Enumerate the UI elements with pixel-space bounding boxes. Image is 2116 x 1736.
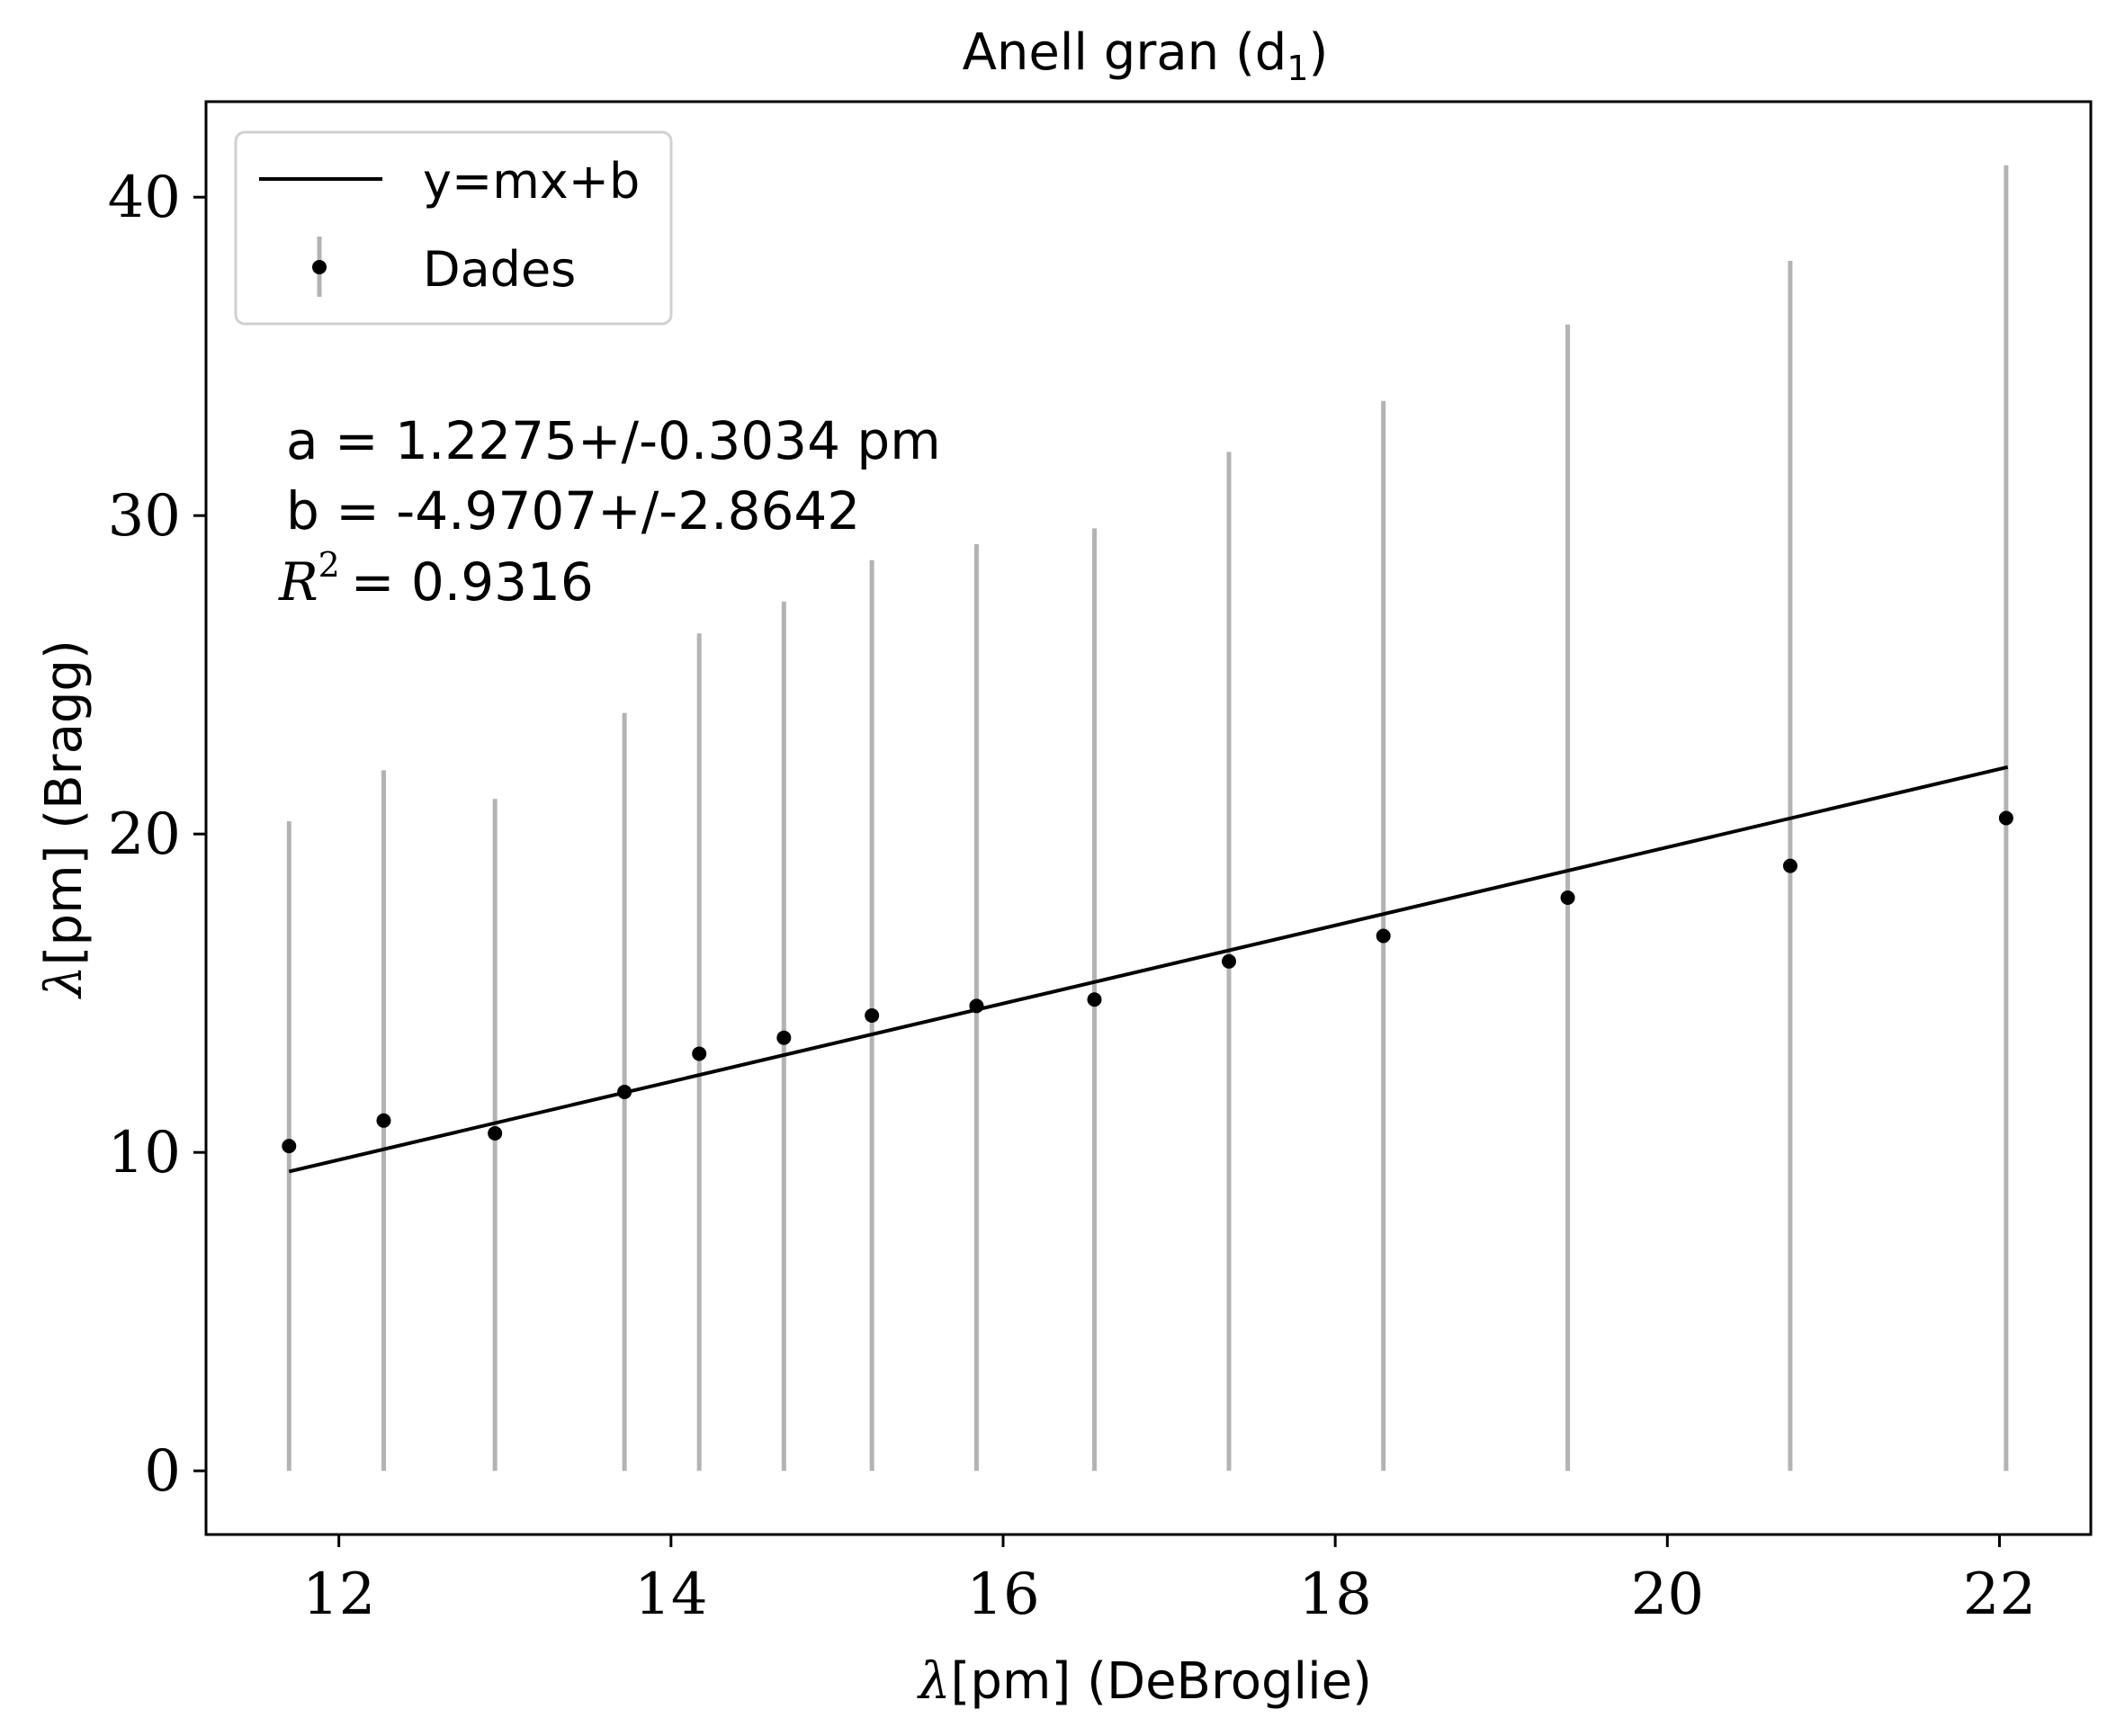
y-axis-title: λ[pm] (Bragg): [35, 640, 94, 999]
chart-title: Anell gran (d1): [963, 23, 1329, 88]
data-point: [776, 1030, 792, 1045]
annotation-r2-symbol: R: [278, 551, 318, 613]
annotation-a: a = 1.2275+/-0.3034 pm: [286, 410, 941, 471]
y-ticks: 0 10 20 30 40: [108, 165, 206, 1505]
data-point: [1222, 953, 1237, 969]
x-axis-title-text: [pm] (DeBroglie): [951, 1652, 1372, 1711]
data-points: [282, 810, 2013, 1154]
y-axis-title-text: [pm] (Bragg): [35, 640, 94, 965]
x-ticks: 12 14 16 18 20 22: [302, 1535, 2036, 1628]
y-tick-label: 40: [108, 165, 181, 231]
data-point: [1560, 890, 1575, 905]
fit-line: [288, 765, 2009, 1174]
x-tick-label: 18: [1298, 1562, 1371, 1628]
axes-frame: [204, 100, 2093, 1536]
y-tick-label: 30: [108, 483, 181, 550]
annotation-r2-value: = 0.9316: [351, 551, 594, 613]
legend-data-label: Dades: [423, 241, 576, 298]
x-tick-label: 16: [966, 1562, 1039, 1628]
x-tick-label: 14: [634, 1562, 707, 1628]
y-tick-label: 10: [108, 1120, 181, 1186]
y-axis-title-symbol: λ: [35, 965, 94, 999]
annotation-b: b = -4.9707+/-2.8642: [286, 480, 860, 541]
y-tick-label: 20: [108, 801, 181, 868]
legend-fit-label: y=mx+b: [423, 153, 640, 210]
data-point: [488, 1125, 503, 1141]
x-axis-title-symbol: λ: [917, 1652, 951, 1711]
annotation-r2: R2 = 0.9316: [278, 545, 594, 613]
annotation-r2-exp: 2: [318, 545, 340, 585]
x-tick-label: 20: [1631, 1562, 1704, 1628]
data-point: [1376, 928, 1391, 944]
x-axis-title: λ[pm] (DeBroglie): [917, 1652, 1372, 1711]
legend-marker-swatch: [312, 260, 327, 274]
data-point: [969, 998, 984, 1014]
data-point: [692, 1046, 707, 1061]
data-point: [1087, 992, 1102, 1007]
data-point: [865, 1007, 880, 1023]
data-point: [282, 1139, 297, 1154]
data-point: [1998, 810, 2013, 826]
data-point: [1782, 858, 1798, 873]
chart-title-subscript: 1: [1287, 49, 1308, 88]
data-point: [376, 1113, 391, 1128]
chart-title-main: Anell gran (d: [963, 23, 1287, 82]
chart-title-suffix: ): [1309, 23, 1329, 82]
y-tick-label: 0: [144, 1438, 181, 1505]
x-tick-label: 22: [1963, 1562, 2036, 1628]
data-point: [617, 1084, 632, 1099]
x-tick-label: 12: [302, 1562, 375, 1628]
legend: y=mx+b Dades: [234, 130, 673, 326]
